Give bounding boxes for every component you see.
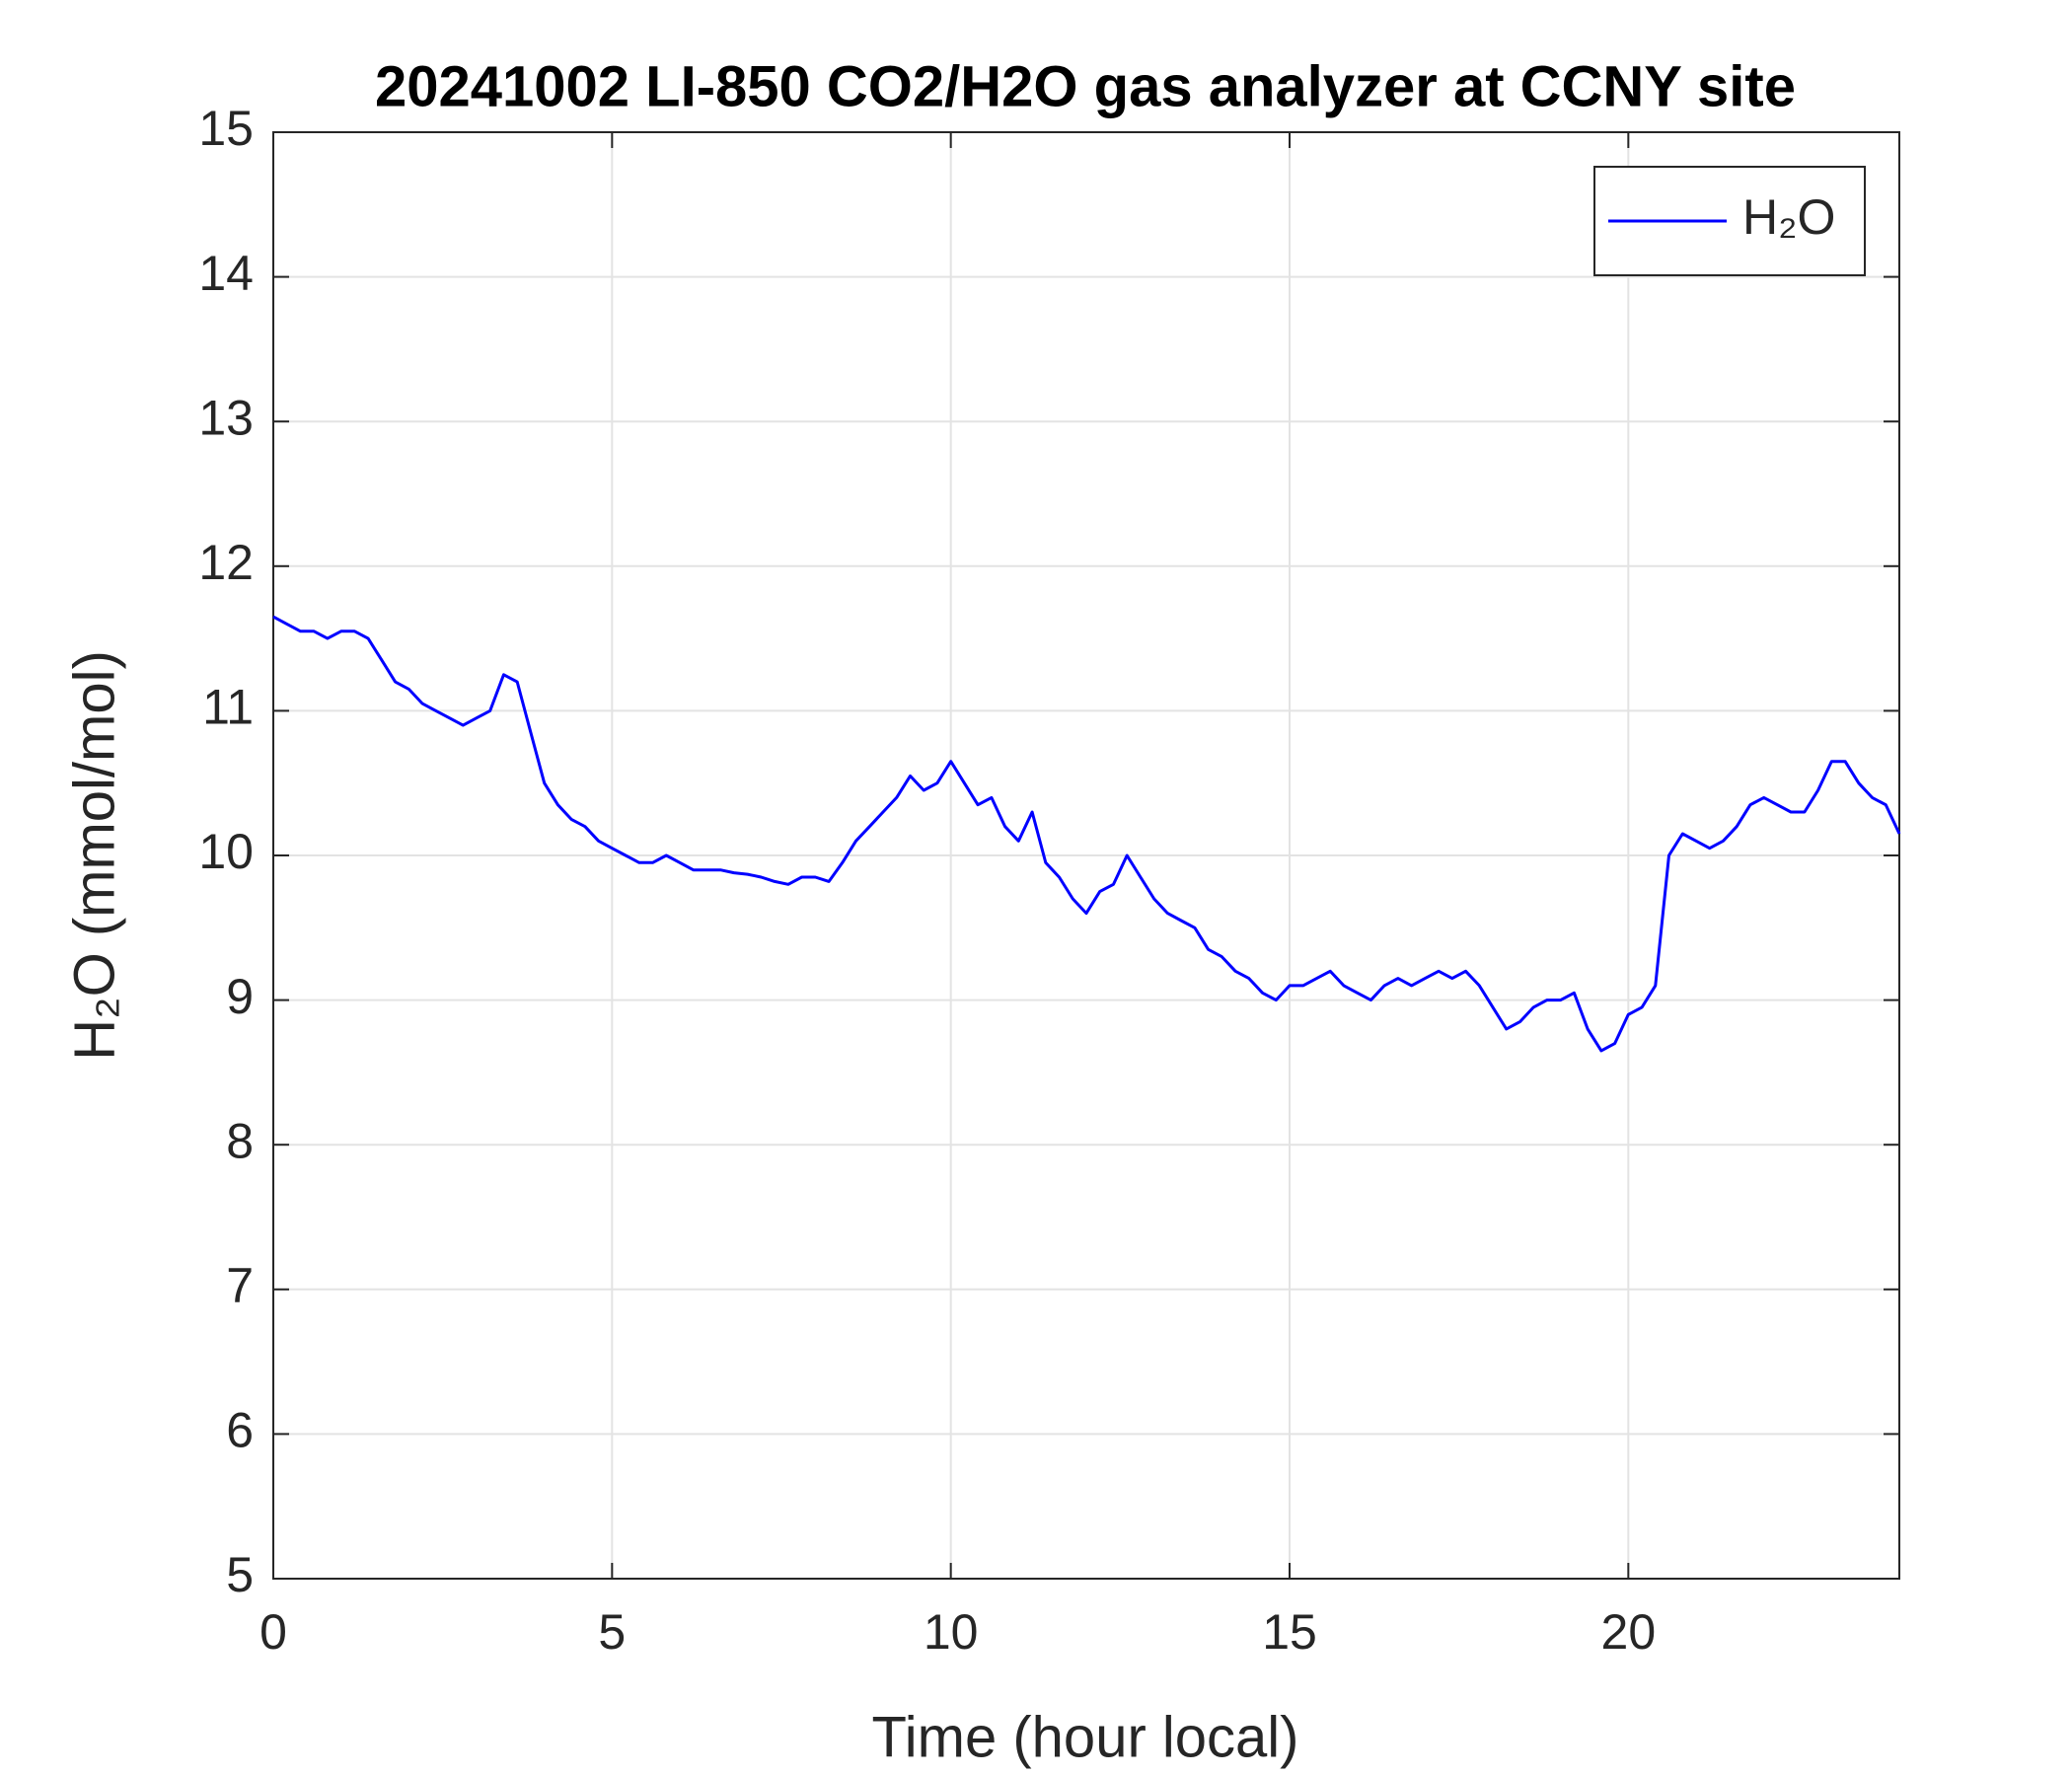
y-tick-label: 6 <box>226 1403 254 1458</box>
y-tick-label: 10 <box>198 824 254 879</box>
x-tick-label: 15 <box>1262 1604 1317 1660</box>
y-tick-label: 15 <box>198 101 254 156</box>
y-tick-label: 5 <box>226 1547 254 1602</box>
y-tick-label: 8 <box>226 1113 254 1168</box>
x-tick-label: 20 <box>1601 1604 1657 1660</box>
y-tick-label: 14 <box>198 246 254 301</box>
x-tick-label: 10 <box>924 1604 979 1660</box>
plot-frame <box>272 131 1900 1580</box>
y-tick-label: 7 <box>226 1258 254 1313</box>
x-tick-label: 5 <box>598 1604 626 1660</box>
y-tick-label: 13 <box>198 390 254 445</box>
y-tick-label: 12 <box>198 535 254 590</box>
legend-label: H₂O <box>1742 189 1835 245</box>
chart-title: 20241002 LI-850 CO2/H2O gas analyzer at … <box>375 54 1796 118</box>
data-line <box>272 615 1901 1053</box>
x-tick-label: 0 <box>259 1604 287 1660</box>
y-tick-label: 11 <box>202 680 254 735</box>
y-tick-label: 9 <box>226 969 254 1024</box>
y-axis-label: H₂O (mmol/mol) <box>62 650 126 1061</box>
x-axis-label: Time (hour local) <box>872 1705 1299 1769</box>
